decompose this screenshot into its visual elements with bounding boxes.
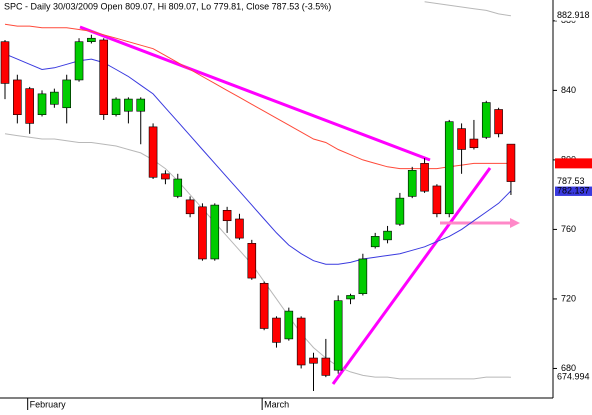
candle-body: [247, 243, 257, 279]
candle-body: [284, 310, 294, 340]
price-label: 787.53: [557, 176, 585, 186]
candle-body: [161, 173, 170, 180]
candle-body: [87, 37, 96, 43]
candle-body: [272, 317, 281, 343]
candle-body: [37, 93, 47, 116]
candle-body: [296, 317, 306, 366]
candle-body: [148, 126, 158, 178]
price-label: 782.137: [557, 185, 590, 195]
price-tag: [555, 10, 592, 21]
candle-body: [333, 300, 343, 371]
candle-body: [346, 295, 355, 300]
trendline: [79, 25, 431, 162]
candle-body: [74, 41, 84, 81]
trendline: [331, 167, 492, 385]
candle-body: [136, 98, 146, 112]
candle-body: [62, 79, 72, 109]
candle-body: [185, 199, 195, 215]
candle-body: [494, 109, 503, 135]
candle-body: [0, 41, 10, 84]
candle-body: [173, 178, 183, 197]
candle-body: [124, 98, 133, 112]
chart-title: SPC - Daily 30/03/2009 Open 809.07, Hi 8…: [4, 1, 331, 11]
candle-body: [198, 206, 207, 260]
candle-body: [235, 218, 244, 239]
candle-body: [444, 121, 454, 215]
candle-body: [99, 39, 109, 116]
ma-marker: [555, 158, 592, 169]
candle-body: [370, 236, 380, 248]
price-label: 882.918: [557, 10, 590, 20]
candle-body: [259, 282, 269, 329]
x-tick-label: February: [30, 399, 67, 409]
candle-body: [222, 209, 232, 222]
candle-body: [481, 102, 491, 138]
candle-body: [358, 258, 368, 295]
candle-body: [469, 138, 479, 149]
y-tick-label: 720: [561, 293, 576, 303]
x-tick-label: March: [264, 399, 289, 409]
candle-body: [457, 128, 466, 150]
y-tick-label: 840: [561, 85, 576, 95]
candle-body: [321, 357, 331, 376]
moving-average: [4, 133, 511, 380]
candle-body: [506, 143, 516, 182]
candle-body: [383, 230, 392, 241]
y-tick-label: 680: [561, 363, 576, 373]
candle-body: [111, 98, 121, 116]
arrow-head: [510, 218, 520, 228]
price-tag: [555, 372, 592, 383]
candle-body: [25, 88, 34, 124]
candle-body: [210, 204, 220, 260]
candle-body: [309, 357, 318, 364]
candle-body: [395, 197, 405, 225]
candle-body: [50, 91, 59, 105]
candle-body: [407, 170, 417, 197]
y-tick-label: 760: [561, 224, 576, 234]
price-label: 674.994: [557, 372, 590, 382]
moving-average: [4, 53, 512, 265]
price-tag: [555, 176, 592, 187]
candle-body: [13, 79, 22, 116]
candle-body: [420, 163, 429, 192]
candle-body: [432, 185, 442, 215]
moving-average: [424, 1, 511, 17]
price-tag: [555, 185, 592, 196]
